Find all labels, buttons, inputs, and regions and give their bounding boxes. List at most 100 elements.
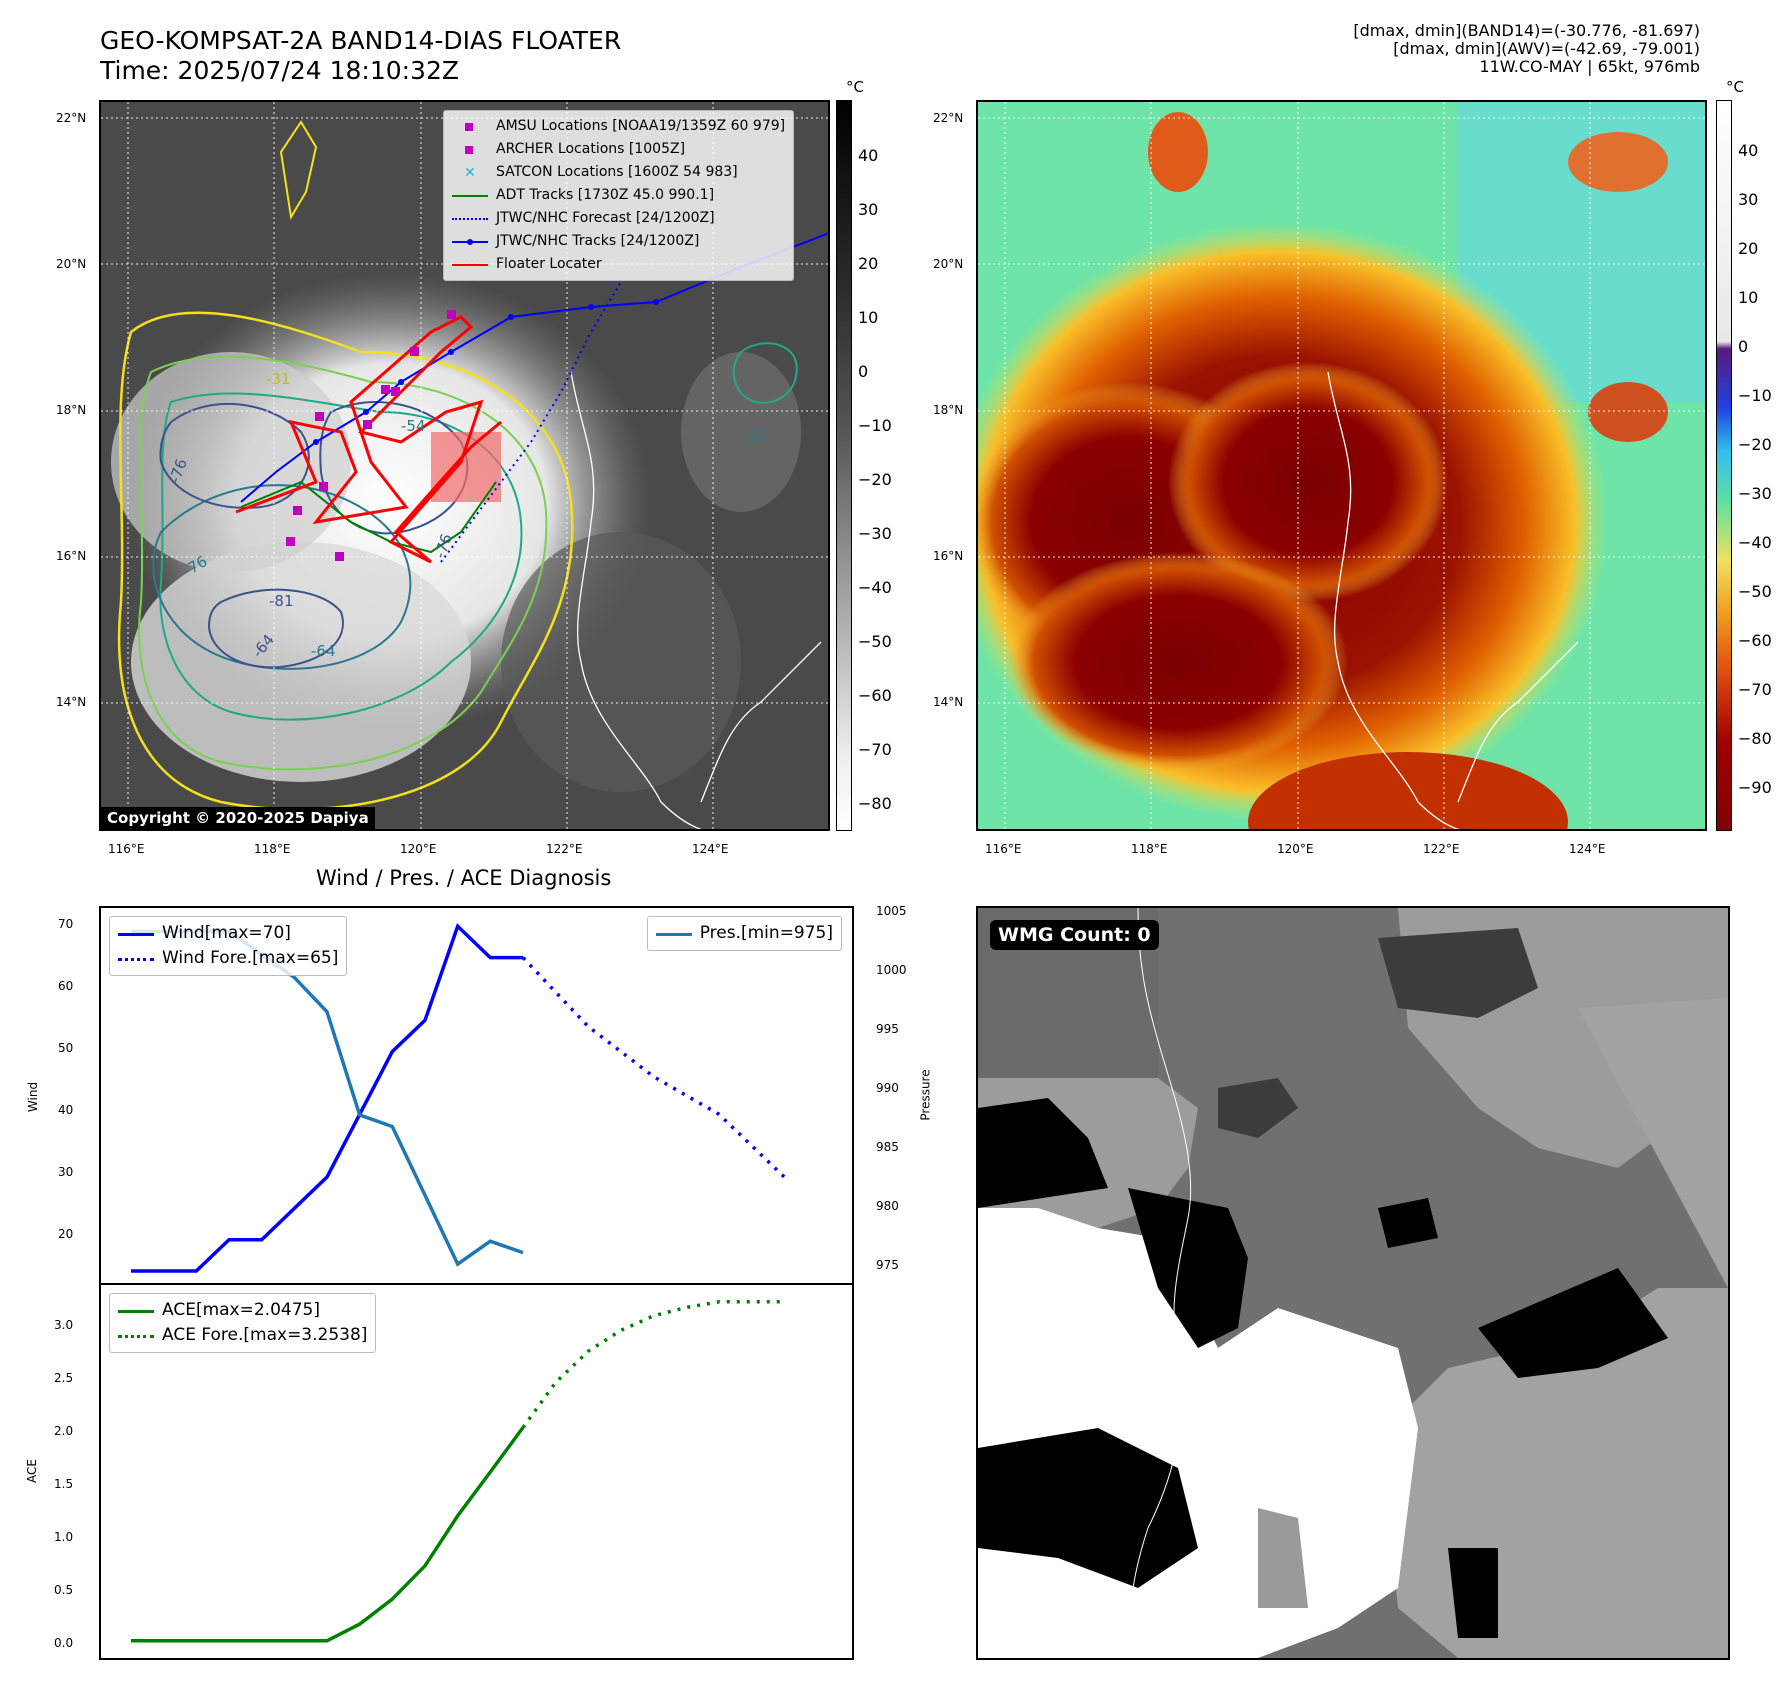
colorbar-tick: 10 — [1738, 288, 1759, 307]
colorbar-tick: −70 — [858, 740, 892, 759]
legend-item-tracks: JTWC/NHC Tracks [24/1200Z] — [452, 230, 785, 253]
colorbar-tick: −70 — [1738, 680, 1772, 699]
cross-marker-icon: ✕ — [464, 164, 476, 181]
lat-label: 20°N — [56, 257, 87, 271]
y2-tick: 980 — [876, 1199, 899, 1213]
lat-label: 18°N — [933, 403, 964, 417]
info-line-2: [dmax, dmin](AWV)=(-42.69, -79.001) — [1393, 39, 1700, 58]
figure-title: GEO-KOMPSAT-2A BAND14-DIAS FLOATER Time:… — [100, 26, 621, 86]
colorbar-unit: °C — [1726, 78, 1744, 96]
lat-label: 14°N — [56, 695, 87, 709]
y-tick: 2.0 — [54, 1424, 74, 1438]
legend-item-wind-forecast: Wind Fore.[max=65] — [118, 946, 338, 971]
y2-tick: 1000 — [876, 963, 907, 977]
lon-label: 116°E — [108, 842, 145, 856]
legend-item-pressure: Pres.[min=975] — [655, 921, 833, 946]
series-line-pres-min-975- — [131, 929, 524, 1267]
y2-tick: 975 — [876, 1258, 899, 1272]
colorbar-tick: −30 — [858, 524, 892, 543]
lon-label: 124°E — [692, 842, 729, 856]
y-tick: 0.0 — [54, 1636, 74, 1650]
copyright-label: Copyright © 2020-2025 Dapiya — [101, 807, 375, 829]
colorbar-tick: −80 — [858, 794, 892, 813]
colorbar-tick: −10 — [858, 416, 892, 435]
colorbar-tick: −20 — [858, 470, 892, 489]
lon-label: 120°E — [1277, 842, 1314, 856]
y-tick: 3.0 — [54, 1318, 74, 1332]
line-swatch-icon — [118, 1304, 154, 1318]
wmg-panel: WMG Count: 0 — [976, 906, 1730, 1660]
legend-item-adt: ADT Tracks [1730Z 45.0 990.1] — [452, 184, 785, 207]
lon-label: 122°E — [546, 842, 583, 856]
colorbar-tick: 0 — [1738, 337, 1749, 356]
colorbar-tick: −40 — [1738, 533, 1772, 552]
y-tick: 60 — [58, 979, 74, 993]
title-line-2: Time: 2025/07/24 18:10:32Z — [100, 56, 459, 85]
ace-plot — [131, 1300, 785, 1643]
lon-label: 124°E — [1569, 842, 1606, 856]
legend-item-satcon: ✕ SATCON Locations [1600Z 54 983] — [452, 161, 785, 184]
lon-label: 118°E — [254, 842, 291, 856]
colorbar-tick: −30 — [1738, 484, 1772, 503]
ace-chart: ACE[max=2.0475] ACE Fore.[max=3.2538] — [99, 1283, 854, 1660]
colorbar-tick: −20 — [1738, 435, 1772, 454]
colorbar-gray — [836, 100, 852, 831]
contour-label: -31 — [266, 370, 291, 388]
y-axis-label: ACE — [24, 1459, 39, 1483]
series-line-wind-max-70- — [131, 923, 523, 1273]
y-tick: 1.5 — [54, 1477, 74, 1491]
lat-label: 22°N — [56, 111, 87, 125]
legend-item-ace: ACE[max=2.0475] — [118, 1298, 367, 1323]
square-marker-icon — [452, 120, 488, 134]
y2-axis-label: Pressure — [918, 1069, 933, 1121]
colorbar-tick: −60 — [858, 686, 892, 705]
title-line-1: GEO-KOMPSAT-2A BAND14-DIAS FLOATER — [100, 26, 622, 55]
legend-item-forecast: JTWC/NHC Forecast [24/1200Z] — [452, 207, 785, 230]
contour-label: -54 — [401, 417, 426, 435]
map-legend: AMSU Locations [NOAA19/1359Z 60 979] ARC… — [443, 110, 795, 281]
contour-label: -31 — [741, 427, 766, 445]
colorbar-tick: 20 — [1738, 239, 1759, 258]
contour-label: -81 — [269, 592, 294, 610]
info-line-1: [dmax, dmin](BAND14)=(-30.776, -81.697) — [1353, 21, 1700, 40]
colorbar-tick: −50 — [858, 632, 892, 651]
line-swatch-icon — [118, 927, 154, 941]
colorbar-tick: 40 — [1738, 141, 1759, 160]
square-marker-icon — [452, 143, 488, 157]
colorbar-unit: °C — [846, 78, 864, 96]
colorbar-tick: 40 — [858, 146, 879, 165]
lat-label: 16°N — [56, 549, 87, 563]
colorbar-tick: 10 — [858, 308, 879, 327]
series-line-ace-fore-max-3-2538- — [521, 1300, 785, 1429]
legend-item-wind: Wind[max=70] — [118, 921, 338, 946]
y-tick: 1.0 — [54, 1530, 74, 1544]
y-tick: 2.5 — [54, 1371, 74, 1385]
series-line-wind-fore-max-65- — [521, 956, 786, 1179]
line-dot-swatch-icon — [452, 235, 488, 249]
colorbar-tick: −90 — [1738, 778, 1772, 797]
y2-tick: 985 — [876, 1140, 899, 1154]
colorbar-tick: −40 — [858, 578, 892, 597]
lon-label: 116°E — [985, 842, 1022, 856]
colorbar-tick: −50 — [1738, 582, 1772, 601]
wind-pressure-chart: Wind[max=70] Wind Fore.[max=65] Pres.[mi… — [99, 906, 854, 1285]
lat-label: 18°N — [56, 403, 87, 417]
dotted-line-swatch-icon — [452, 212, 488, 226]
diagnosis-title: Wind / Pres. / ACE Diagnosis — [316, 866, 612, 890]
ace-legend: ACE[max=2.0475] ACE Fore.[max=3.2538] — [109, 1293, 377, 1353]
y-tick: 70 — [58, 917, 74, 931]
colorbar-tick: −60 — [1738, 631, 1772, 650]
colorbar-tick: 30 — [858, 200, 879, 219]
lon-label: 120°E — [400, 842, 437, 856]
contour-label: -64 — [311, 642, 336, 660]
colorbar-color — [1716, 100, 1732, 831]
line-swatch-icon — [452, 258, 488, 272]
line-swatch-icon — [655, 927, 692, 941]
dotted-line-swatch-icon — [118, 1329, 154, 1343]
lon-label: 118°E — [1131, 842, 1168, 856]
info-line-3: 11W.CO-MAY | 65kt, 976mb — [1479, 57, 1700, 76]
y-tick: 50 — [58, 1041, 74, 1055]
colorbar-tick: 30 — [1738, 190, 1759, 209]
line-swatch-icon — [452, 189, 488, 203]
wmg-count-badge: WMG Count: 0 — [990, 920, 1159, 950]
